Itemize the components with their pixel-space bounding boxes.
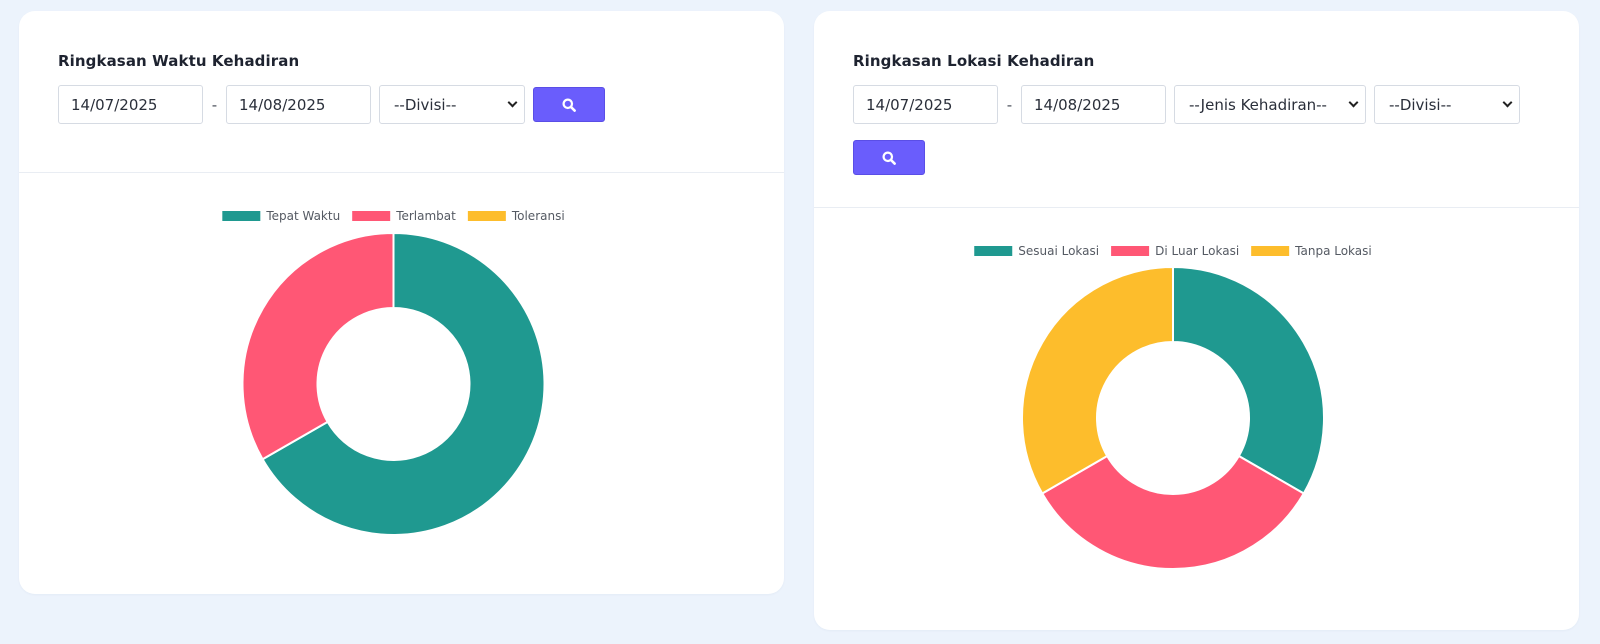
location-date-separator: - [1006,95,1013,114]
slice-tanpa-lokasi[interactable] [1021,265,1174,495]
legend-label-tepat-waktu: Tepat Waktu [265,209,340,223]
time-division-select[interactable]: --Divisi-- [379,85,525,124]
time-date-from-input[interactable] [58,85,203,124]
attendance-time-title: Ringkasan Waktu Kehadiran [58,52,300,70]
legend-swatch-tanpa-lokasi [1251,246,1290,256]
slice-sesuai-lokasi[interactable] [1172,265,1325,495]
attendance-location-chart: Sesuai Lokasi Di Luar Lokasi Tanpa Lokasi [814,208,1579,630]
attendance-location-title: Ringkasan Lokasi Kehadiran [853,52,1095,70]
time-date-to-input[interactable] [226,85,371,124]
attendance-time-card-header: Ringkasan Waktu Kehadiran - --Divisi-- [19,11,784,172]
slice-terlambat[interactable] [241,231,395,461]
chevron-down-icon [1348,97,1359,108]
attendance-location-filters: - --Jenis Kehadiran-- --Divisi-- [853,85,1543,175]
location-attendance-type-select-value: --Jenis Kehadiran-- [1189,95,1327,114]
legend-swatch-terlambat [352,211,391,221]
attendance-location-card: Ringkasan Lokasi Kehadiran - --Jenis Keh… [814,11,1579,630]
legend-item-tepat-waktu[interactable]: Tepat Waktu [222,209,340,223]
attendance-location-card-header: Ringkasan Lokasi Kehadiran - --Jenis Keh… [814,11,1579,207]
legend-label-terlambat: Terlambat [395,209,456,223]
legend-swatch-di-luar-lokasi [1111,246,1150,256]
legend-item-sesuai-lokasi[interactable]: Sesuai Lokasi [974,244,1099,258]
chevron-down-icon [1502,97,1513,108]
legend-swatch-toleransi [467,211,506,221]
time-date-separator: - [211,95,218,114]
attendance-time-filters: - --Divisi-- [58,85,748,124]
slice-di-luar-lokasi[interactable] [1040,454,1306,570]
attendance-location-divider [814,207,1579,208]
legend-item-terlambat[interactable]: Terlambat [352,209,456,223]
location-attendance-type-select[interactable]: --Jenis Kehadiran-- [1174,85,1366,124]
legend-item-di-luar-lokasi[interactable]: Di Luar Lokasi [1111,244,1239,258]
search-icon [562,98,576,112]
attendance-time-doughnut-chart: Tepat Waktu Terlambat Toleransi [222,209,565,536]
legend-label-di-luar-lokasi: Di Luar Lokasi [1155,244,1239,258]
attendance-time-card: Ringkasan Waktu Kehadiran - --Divisi-- T… [19,11,784,594]
location-date-to-input[interactable] [1021,85,1166,124]
legend-swatch-tepat-waktu [222,211,261,221]
legend-item-toleransi[interactable]: Toleransi [467,209,565,223]
location-division-select-value: --Divisi-- [1389,95,1452,114]
time-division-select-value: --Divisi-- [394,95,457,114]
slice-tepat-waktu[interactable] [261,231,546,536]
legend-item-tanpa-lokasi[interactable]: Tanpa Lokasi [1251,244,1372,258]
location-date-from-input[interactable] [853,85,998,124]
legend-label-sesuai-lokasi: Sesuai Lokasi [1018,244,1099,258]
legend-swatch-sesuai-lokasi [974,246,1013,256]
attendance-time-chart: Tepat Waktu Terlambat Toleransi [19,173,784,594]
legend-label-tanpa-lokasi: Tanpa Lokasi [1294,244,1372,258]
location-search-button[interactable] [853,140,925,175]
attendance-location-doughnut-chart: Sesuai Lokasi Di Luar Lokasi Tanpa Lokasi [974,244,1372,570]
search-icon [882,151,896,165]
attendance-time-divider [19,172,784,173]
chevron-down-icon [507,97,518,108]
location-division-select[interactable]: --Divisi-- [1374,85,1520,124]
legend-label-toleransi: Toleransi [511,209,565,223]
time-search-button[interactable] [533,87,605,122]
